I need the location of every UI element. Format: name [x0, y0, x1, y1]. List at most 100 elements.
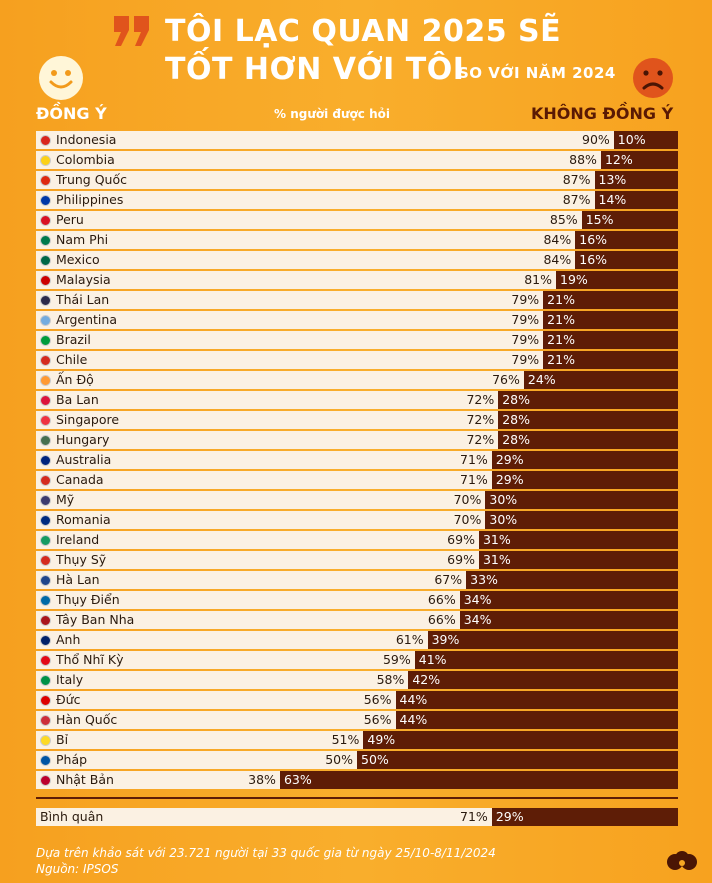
table-row: Mexico 84% 16%	[36, 251, 678, 269]
publisher-logo-icon	[667, 851, 697, 870]
country-flag-icon	[40, 235, 51, 246]
country-disagree-bar	[498, 431, 678, 449]
country-flag-icon	[40, 475, 51, 486]
country-disagree-bar	[414, 651, 678, 669]
country-agree-bar	[36, 671, 409, 689]
country-agree-bar	[36, 491, 486, 509]
country-agree-bar	[36, 231, 576, 249]
country-flag-icon	[40, 735, 51, 746]
country-name: Ba Lan	[56, 392, 99, 407]
agree-value: 90%	[582, 132, 610, 147]
country-flag-icon	[40, 495, 51, 506]
disagree-value: 12%	[604, 152, 633, 167]
source-text: Nguồn: IPSOS	[36, 862, 119, 876]
legend-disagree-label: KHÔNG ĐỒNG Ý	[531, 104, 674, 123]
country-name: Hàn Quốc	[56, 712, 118, 727]
table-row: Canada 71% 29%	[36, 471, 678, 489]
country-agree-bar	[36, 511, 486, 529]
country-name: Ireland	[56, 532, 100, 547]
country-disagree-bar	[485, 511, 678, 529]
agree-value: 87%	[562, 192, 591, 207]
country-agree-bar	[36, 371, 524, 389]
agree-value: 88%	[569, 152, 597, 167]
country-disagree-bar	[543, 331, 678, 349]
average-disagree-value: 29%	[495, 809, 524, 824]
agree-value: 81%	[524, 272, 553, 287]
country-agree-bar	[36, 711, 396, 729]
table-row: Bỉ 51% 49%	[36, 731, 678, 749]
country-name: Mỹ	[56, 492, 75, 507]
country-flag-icon	[40, 455, 51, 466]
country-name: Hungary	[56, 432, 110, 447]
disagree-value: 21%	[547, 332, 575, 347]
country-name: Thụy Điển	[56, 592, 120, 607]
agree-value: 79%	[511, 352, 540, 367]
country-flag-icon	[40, 655, 51, 666]
quote-icon	[114, 16, 149, 46]
country-agree-bar	[36, 191, 595, 209]
country-flag-icon	[40, 255, 51, 266]
country-name: Pháp	[56, 752, 88, 767]
country-flag-icon	[40, 575, 51, 586]
average-label: Bình quân	[40, 809, 104, 824]
average-agree-value: 71%	[460, 809, 488, 824]
country-disagree-bar	[600, 151, 678, 169]
country-disagree-bar	[543, 291, 678, 309]
country-flag-icon	[40, 275, 51, 286]
country-name: Australia	[56, 452, 112, 467]
country-flag-icon	[40, 395, 51, 406]
country-agree-bar	[36, 411, 499, 429]
country-agree-bar	[36, 431, 499, 449]
agree-value: 38%	[248, 772, 276, 787]
disagree-value: 19%	[560, 272, 588, 287]
table-row: Thụy Điển 66% 34%	[36, 591, 678, 609]
table-row: Hà Lan 67% 33%	[36, 571, 678, 589]
agree-value: 87%	[562, 172, 591, 187]
country-name: Italy	[56, 672, 84, 687]
country-disagree-bar	[357, 751, 678, 769]
country-agree-bar	[36, 531, 479, 549]
country-name: Hà Lan	[56, 572, 100, 587]
country-name: Colombia	[56, 152, 115, 167]
table-row: Colombia 88% 12%	[36, 151, 678, 169]
country-name: Ấn Độ	[56, 372, 94, 387]
table-row: Brazil 79% 21%	[36, 331, 678, 349]
table-row: Anh 61% 39%	[36, 631, 678, 649]
table-row: Pháp 50% 50%	[36, 751, 678, 769]
table-row: Thái Lan 79% 21%	[36, 291, 678, 309]
agree-value: 85%	[549, 212, 578, 227]
country-disagree-bar	[363, 731, 678, 749]
country-agree-bar	[36, 651, 415, 669]
average-divider	[36, 797, 678, 799]
country-flag-icon	[40, 415, 51, 426]
country-flag-icon	[40, 315, 51, 326]
disagree-value: 33%	[470, 572, 498, 587]
country-disagree-bar	[466, 571, 678, 589]
disagree-value: 44%	[399, 692, 428, 707]
agree-value: 69%	[447, 532, 475, 547]
table-row: Trung Quốc 87% 13%	[36, 171, 678, 189]
country-flag-icon	[40, 775, 51, 786]
country-agree-bar	[36, 391, 499, 409]
agree-value: 71%	[460, 472, 488, 487]
agree-value: 76%	[492, 372, 520, 387]
country-disagree-bar	[594, 171, 678, 189]
country-agree-bar	[36, 331, 544, 349]
agree-value: 58%	[376, 672, 405, 687]
agree-value: 79%	[511, 292, 540, 307]
disagree-value: 10%	[617, 132, 646, 147]
country-disagree-bar	[279, 771, 678, 789]
agree-value: 70%	[453, 512, 482, 527]
disagree-value: 16%	[579, 232, 608, 247]
country-flag-icon	[40, 355, 51, 366]
country-disagree-bar	[478, 551, 678, 569]
disagree-value: 21%	[547, 352, 575, 367]
agree-value: 72%	[466, 392, 495, 407]
country-disagree-bar	[523, 371, 678, 389]
country-disagree-bar	[498, 411, 678, 429]
country-agree-bar	[36, 571, 467, 589]
legend-agree-label: ĐỒNG Ý	[36, 104, 107, 123]
country-agree-bar	[36, 771, 280, 789]
country-agree-bar	[36, 151, 601, 169]
country-name: Argentina	[56, 312, 117, 327]
